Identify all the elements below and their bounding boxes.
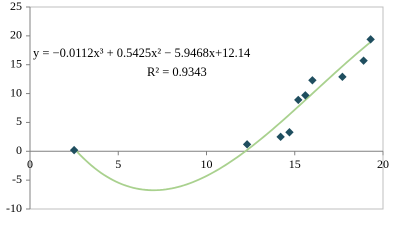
y-tick-label: -5 [12, 172, 22, 186]
point [294, 95, 303, 105]
x-tick-label: 0 [27, 157, 33, 171]
point [69, 145, 79, 155]
x-tick-label: 5 [115, 157, 121, 171]
x-tick-label: 15 [289, 157, 301, 171]
y-tick-label: 20 [10, 28, 22, 42]
point [338, 72, 347, 82]
trendline-r-squared: R² = 0.9343 [147, 65, 207, 79]
chart: -10 -5 0 5 10 15 20 25 0 5 10 15 20 y = −0.0112x³ + 0… [6, 0, 389, 215]
point [242, 140, 252, 149]
y-tick-label: 10 [10, 85, 22, 99]
point [359, 56, 368, 65]
point [276, 132, 285, 142]
point [308, 76, 317, 85]
y-tick-label: 15 [10, 56, 22, 70]
y-tick-label: 5 [16, 114, 22, 128]
point [366, 35, 375, 44]
y-tick-label: 0 [16, 143, 22, 157]
y-tick-label: -10 [6, 201, 22, 215]
x-tick-label: 10 [201, 157, 213, 171]
trendline [73, 41, 372, 192]
point [301, 91, 310, 100]
x-tick-label: 20 [377, 157, 389, 171]
y-tick-label: 25 [10, 0, 22, 13]
point [285, 128, 294, 137]
plot-frame [29, 6, 384, 210]
trendline-equation: y = −0.0112x³ + 0.5425x² − 5.9468x+12.14 [33, 46, 251, 60]
